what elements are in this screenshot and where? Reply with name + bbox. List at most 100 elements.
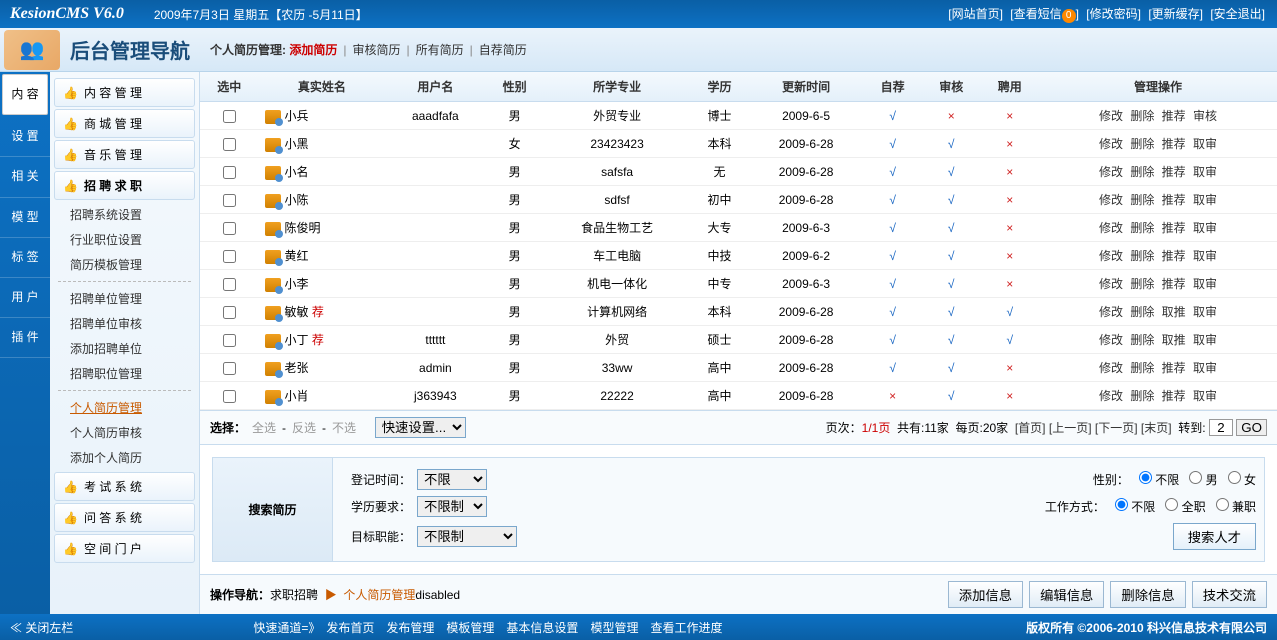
row-checkbox[interactable] <box>223 334 236 347</box>
op-link[interactable]: 取审 <box>1193 277 1217 291</box>
sub-menu-item[interactable]: 个人简历管理 <box>50 395 199 420</box>
op-link[interactable]: 修改 <box>1099 333 1123 347</box>
row-checkbox[interactable] <box>223 166 236 179</box>
row-checkbox[interactable] <box>223 194 236 207</box>
op-link[interactable]: 删除 <box>1130 137 1154 151</box>
close-left-icon[interactable]: ≪ 关闭左栏 <box>10 619 73 636</box>
target-select[interactable]: 不限制 <box>417 526 517 547</box>
sub-menu-item[interactable]: 行业职位设置 <box>50 227 199 252</box>
breadcrumb-link[interactable]: 所有简历 <box>416 43 464 57</box>
sub-menu-item[interactable]: 招聘系统设置 <box>50 202 199 227</box>
sub-menu-item[interactable]: 招聘职位管理 <box>50 361 199 386</box>
op-link[interactable]: 推荐 <box>1162 361 1186 375</box>
op-link[interactable]: 推荐 <box>1162 109 1186 123</box>
sub-menu-item[interactable]: 招聘单位管理 <box>50 286 199 311</box>
menu-item[interactable]: 👍招 聘 求 职 <box>54 171 195 200</box>
quick-link[interactable]: 发布管理 <box>386 621 434 635</box>
vtab[interactable]: 内 容 <box>2 74 48 115</box>
sub-menu-item[interactable]: 招聘单位审核 <box>50 311 199 336</box>
sex-unlimited[interactable]: 不限 <box>1139 471 1179 488</box>
op-link[interactable]: 修改 <box>1099 389 1123 403</box>
work-part[interactable]: 兼职 <box>1216 498 1256 515</box>
op-link[interactable]: 取审 <box>1193 305 1217 319</box>
menu-item[interactable]: 👍问 答 系 统 <box>54 503 195 532</box>
op-link[interactable]: 取审 <box>1193 389 1217 403</box>
row-checkbox[interactable] <box>223 250 236 263</box>
op-link[interactable]: 推荐 <box>1162 277 1186 291</box>
op-link[interactable]: 删除 <box>1130 165 1154 179</box>
page-next[interactable]: [下一页] <box>1095 421 1138 435</box>
footer-button[interactable]: 添加信息 <box>948 581 1023 608</box>
page-last[interactable]: [末页] <box>1141 421 1172 435</box>
op-link[interactable]: 修改 <box>1099 193 1123 207</box>
op-link[interactable]: 取审 <box>1193 221 1217 235</box>
op-link[interactable]: 修改 <box>1099 109 1123 123</box>
op-link[interactable]: 修改 <box>1099 165 1123 179</box>
breadcrumb-link[interactable]: 审核简历 <box>352 43 400 57</box>
row-checkbox[interactable] <box>223 110 236 123</box>
breadcrumb-link[interactable]: 自荐简历 <box>479 43 527 57</box>
footer-button[interactable]: 技术交流 <box>1192 581 1267 608</box>
row-checkbox[interactable] <box>223 278 236 291</box>
work-full[interactable]: 全职 <box>1165 498 1205 515</box>
link-pwd[interactable]: [修改密码] <box>1086 7 1141 21</box>
menu-item[interactable]: 👍空 间 门 户 <box>54 534 195 563</box>
breadcrumb-link[interactable]: 添加简历 <box>289 43 337 57</box>
op-link[interactable]: 删除 <box>1130 361 1154 375</box>
op-link[interactable]: 修改 <box>1099 277 1123 291</box>
vtab[interactable]: 用 户 <box>0 278 50 318</box>
quick-link[interactable]: 发布首页 <box>326 621 374 635</box>
sub-menu-item[interactable]: 添加招聘单位 <box>50 336 199 361</box>
menu-item[interactable]: 👍考 试 系 统 <box>54 472 195 501</box>
op-link[interactable]: 删除 <box>1130 249 1154 263</box>
sub-menu-item[interactable]: 简历模板管理 <box>50 252 199 277</box>
op-link[interactable]: 推荐 <box>1162 137 1186 151</box>
vtab[interactable]: 插 件 <box>0 318 50 358</box>
op-link[interactable]: 修改 <box>1099 137 1123 151</box>
op-link[interactable]: 取审 <box>1193 137 1217 151</box>
sex-male[interactable]: 男 <box>1189 471 1217 488</box>
op-link[interactable]: 推荐 <box>1162 249 1186 263</box>
page-first[interactable]: [首页] <box>1015 421 1046 435</box>
select-invert[interactable]: 反选 <box>292 419 316 436</box>
op-link[interactable]: 修改 <box>1099 249 1123 263</box>
vtab[interactable]: 模 型 <box>0 198 50 238</box>
op-link[interactable]: 取审 <box>1193 165 1217 179</box>
goto-input[interactable] <box>1209 419 1233 436</box>
op-link[interactable]: 删除 <box>1130 277 1154 291</box>
op-link[interactable]: 推荐 <box>1162 193 1186 207</box>
link-msg[interactable]: [查看短信0] <box>1010 7 1079 21</box>
sex-female[interactable]: 女 <box>1228 471 1256 488</box>
op-link[interactable]: 删除 <box>1130 389 1154 403</box>
quick-link[interactable]: 基本信息设置 <box>506 621 578 635</box>
vtab[interactable]: 相 关 <box>0 157 50 197</box>
menu-item[interactable]: 👍内 容 管 理 <box>54 78 195 107</box>
menu-item[interactable]: 👍商 城 管 理 <box>54 109 195 138</box>
op-link[interactable]: 修改 <box>1099 221 1123 235</box>
op-link[interactable]: 取审 <box>1193 249 1217 263</box>
row-checkbox[interactable] <box>223 138 236 151</box>
row-checkbox[interactable] <box>223 390 236 403</box>
work-unlimited[interactable]: 不限 <box>1115 498 1155 515</box>
op-link[interactable]: 删除 <box>1130 333 1154 347</box>
op-link[interactable]: 取审 <box>1193 361 1217 375</box>
op-link[interactable]: 修改 <box>1099 361 1123 375</box>
link-logout[interactable]: [安全退出] <box>1210 7 1265 21</box>
quick-link[interactable]: 模型管理 <box>590 621 638 635</box>
op-link[interactable]: 删除 <box>1130 109 1154 123</box>
op-link[interactable]: 推荐 <box>1162 221 1186 235</box>
menu-item[interactable]: 👍音 乐 管 理 <box>54 140 195 169</box>
op-link[interactable]: 取推 <box>1162 333 1186 347</box>
quick-select[interactable]: 快速设置... <box>375 417 466 438</box>
op-link[interactable]: 删除 <box>1130 221 1154 235</box>
reg-time-select[interactable]: 不限 <box>417 469 487 490</box>
select-none[interactable]: 不选 <box>332 419 356 436</box>
page-prev[interactable]: [上一页] <box>1049 421 1092 435</box>
edu-select[interactable]: 不限制 <box>417 496 487 517</box>
vtab[interactable]: 设 置 <box>0 117 50 157</box>
footer-button[interactable]: 编辑信息 <box>1029 581 1104 608</box>
select-all[interactable]: 全选 <box>252 419 276 436</box>
op-link[interactable]: 取审 <box>1193 193 1217 207</box>
quick-link[interactable]: 模板管理 <box>446 621 494 635</box>
search-button[interactable]: 搜索人才 <box>1173 523 1256 550</box>
